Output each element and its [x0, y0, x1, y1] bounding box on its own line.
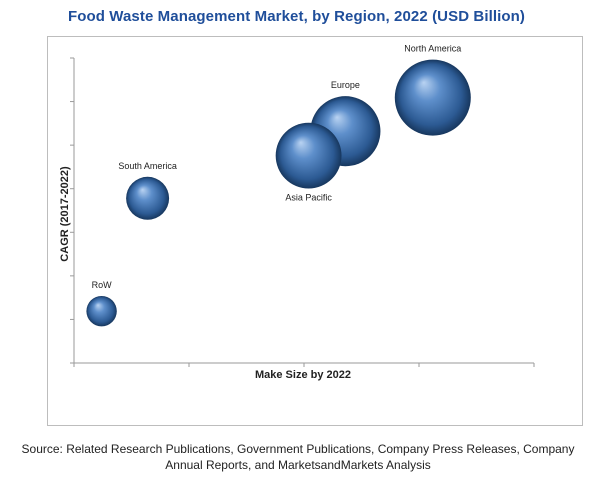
bubble-label-europe: Europe — [331, 80, 360, 90]
chart-frame — [47, 36, 583, 426]
bubble-south-america — [126, 176, 170, 220]
bubble-north-america — [394, 59, 471, 136]
bubbles — [86, 59, 471, 327]
bubble-asia-pacific — [275, 122, 342, 189]
axes — [70, 57, 535, 367]
bubble-label-north-america: North America — [404, 44, 461, 54]
bubble-label-south-america: South America — [118, 161, 177, 171]
x-axis-label: Make Size by 2022 — [255, 369, 351, 381]
bubble-labels: North America Europe Asia Pacific South Ame… — [92, 44, 462, 290]
source-note: Source: Related Research Publications, G… — [8, 441, 588, 473]
bubble-label-row: RoW — [92, 280, 113, 290]
source-line-1: Source: Related Research Publications, G… — [21, 442, 575, 456]
bubble-row — [86, 295, 117, 327]
chart-title: Food Waste Management Market, by Region,… — [67, 8, 526, 25]
bubble-label-asia-pacific: Asia Pacific — [285, 193, 332, 203]
y-axis-label: CAGR (2017-2022) — [59, 166, 71, 262]
source-line-2: Annual Reports, and MarketsandMarkets An… — [165, 458, 431, 472]
